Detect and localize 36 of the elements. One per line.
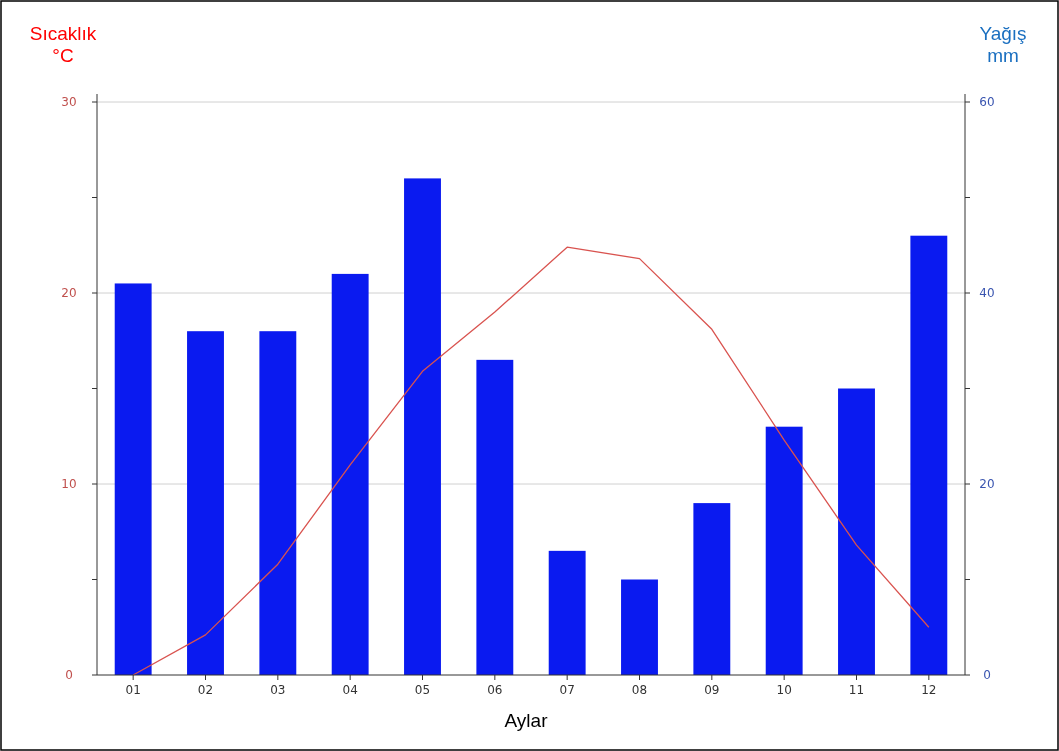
- x-axis-title: Aylar: [504, 710, 549, 731]
- x-tick-label: 08: [631, 683, 648, 697]
- bar: [114, 283, 152, 675]
- x-tick-label: 11: [848, 683, 865, 697]
- bar: [259, 331, 297, 675]
- y2-tick-label: 20: [979, 477, 995, 491]
- bar: [765, 426, 803, 675]
- x-tick-label: 06: [487, 683, 503, 697]
- x-tick-label: 05: [414, 683, 431, 697]
- y-tick-label: 30: [61, 95, 77, 109]
- x-tick-label: 04: [342, 683, 358, 697]
- y-axis-title: Sıcaklık °C: [29, 23, 97, 66]
- line-series: [132, 246, 930, 676]
- bar: [548, 550, 586, 675]
- x-tick-label: 02: [197, 683, 214, 697]
- x-tick-label: 07: [559, 683, 575, 697]
- bar: [404, 178, 441, 675]
- y-tick-label: 0: [65, 668, 73, 682]
- x-tick-label: 10: [776, 683, 792, 697]
- x-tick-label: 03: [270, 683, 286, 697]
- y2-tick-label: 60: [979, 95, 995, 109]
- bar: [838, 388, 875, 675]
- bar: [187, 331, 224, 675]
- bar: [476, 359, 514, 675]
- bar: [910, 235, 948, 675]
- y2-tick-label: 0: [983, 668, 991, 682]
- y2-axis-title: Yağış mm: [979, 23, 1027, 66]
- x-tick-label: 12: [921, 683, 937, 697]
- x-tick-label: 09: [704, 683, 720, 697]
- y2-tick-label: 40: [979, 286, 995, 300]
- y-tick-label: 10: [61, 477, 77, 491]
- bar: [621, 579, 658, 675]
- y-tick-label: 20: [61, 286, 77, 300]
- bar: [693, 503, 731, 675]
- bar: [331, 273, 369, 675]
- x-tick-label: 01: [125, 683, 141, 697]
